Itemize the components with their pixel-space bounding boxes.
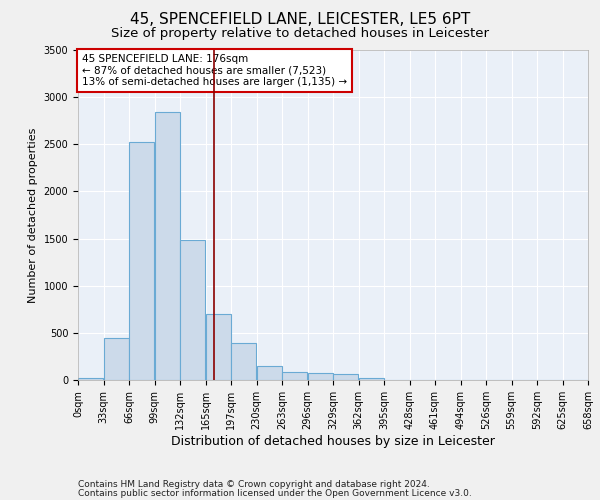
Bar — [308, 374, 333, 380]
Bar — [129, 142, 154, 380]
Bar — [359, 378, 384, 380]
Bar — [180, 240, 205, 380]
Text: 45, SPENCEFIELD LANE, LEICESTER, LE5 6PT: 45, SPENCEFIELD LANE, LEICESTER, LE5 6PT — [130, 12, 470, 28]
Y-axis label: Number of detached properties: Number of detached properties — [28, 128, 38, 302]
X-axis label: Distribution of detached houses by size in Leicester: Distribution of detached houses by size … — [171, 434, 495, 448]
Bar — [231, 343, 256, 380]
Text: Contains HM Land Registry data © Crown copyright and database right 2024.: Contains HM Land Registry data © Crown c… — [78, 480, 430, 489]
Bar — [282, 372, 307, 380]
Text: Size of property relative to detached houses in Leicester: Size of property relative to detached ho… — [111, 28, 489, 40]
Bar — [206, 314, 231, 380]
Text: 45 SPENCEFIELD LANE: 176sqm
← 87% of detached houses are smaller (7,523)
13% of : 45 SPENCEFIELD LANE: 176sqm ← 87% of det… — [82, 54, 347, 87]
Bar — [78, 378, 103, 380]
Text: Contains public sector information licensed under the Open Government Licence v3: Contains public sector information licen… — [78, 488, 472, 498]
Bar — [257, 366, 282, 380]
Bar — [155, 112, 180, 380]
Bar — [333, 374, 358, 380]
Bar — [104, 338, 129, 380]
